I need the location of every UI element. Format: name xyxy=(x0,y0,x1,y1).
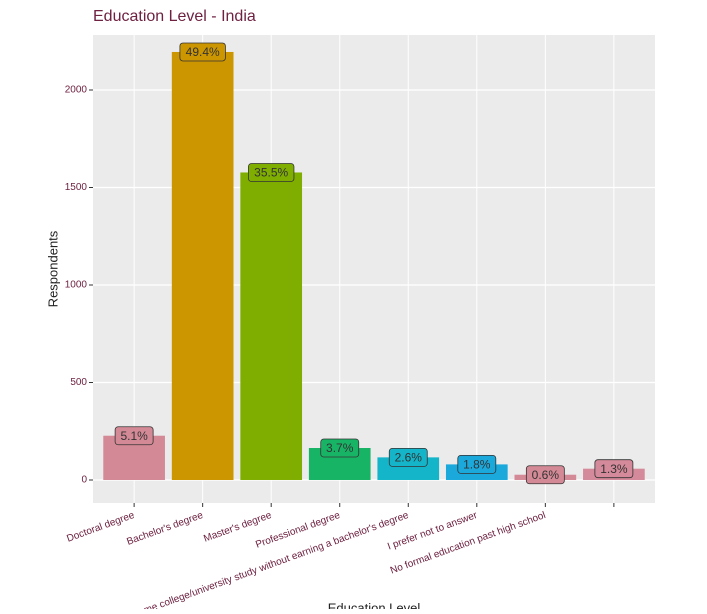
y-tick-label: 0 xyxy=(81,475,87,486)
value-label: 0.6% xyxy=(532,468,560,482)
y-tick-label: 2000 xyxy=(65,85,88,96)
value-label-box xyxy=(457,454,497,474)
value-label: 2.6% xyxy=(395,451,423,465)
value-label-box xyxy=(320,438,360,458)
value-label: 3.7% xyxy=(326,441,354,455)
value-label: 49.4% xyxy=(186,45,220,59)
value-label-box xyxy=(114,426,154,446)
value-label: 1.3% xyxy=(600,462,628,476)
x-axis-title: Education Level xyxy=(328,600,421,609)
bar xyxy=(240,172,303,480)
value-label-box xyxy=(388,447,428,467)
y-tick-label: 500 xyxy=(70,377,87,388)
value-label-box xyxy=(179,42,226,62)
value-label: 5.1% xyxy=(120,429,148,443)
chart-title: Education Level - India xyxy=(93,8,256,25)
value-label: 1.8% xyxy=(463,458,491,472)
y-axis-title: Respondents xyxy=(45,230,60,307)
value-label-box xyxy=(525,465,565,485)
value-label-box xyxy=(248,163,295,182)
bar xyxy=(171,51,234,480)
value-label-box xyxy=(594,459,634,479)
y-tick-label: 1000 xyxy=(65,280,88,291)
x-tick-label: Bachelor's degree xyxy=(125,510,205,548)
y-tick-label: 1500 xyxy=(65,182,88,193)
value-label: 35.5% xyxy=(254,166,288,180)
